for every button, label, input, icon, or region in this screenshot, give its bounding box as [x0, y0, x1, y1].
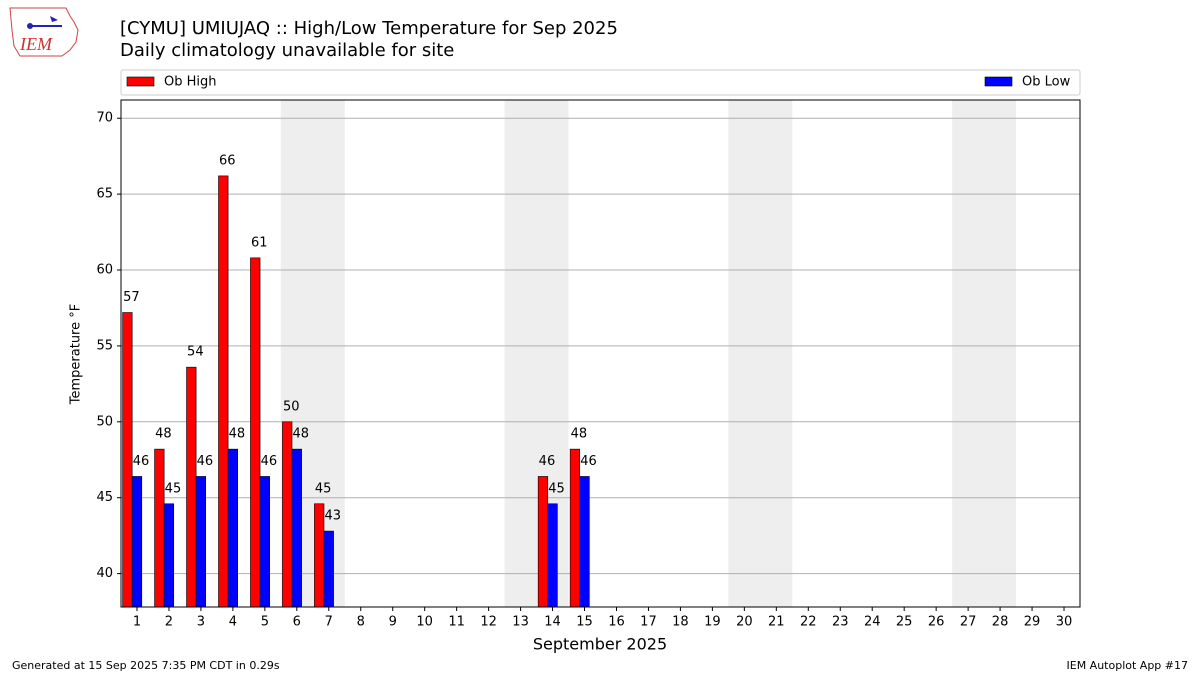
y-tick-label: 65: [96, 187, 113, 202]
chart-subtitle: Daily climatology unavailable for site: [120, 40, 454, 61]
value-label: 61: [251, 235, 268, 250]
x-tick-label: 20: [736, 615, 753, 630]
bar: [250, 257, 261, 608]
x-tick-label: 9: [389, 615, 397, 630]
bar: [569, 448, 581, 608]
x-tick-label: 12: [480, 615, 497, 630]
x-tick-label: 30: [1056, 615, 1073, 630]
bar: [186, 366, 197, 608]
bar: [537, 476, 549, 608]
bar: [195, 476, 207, 608]
footer-left: Generated at 15 Sep 2025 7:35 PM CDT in …: [12, 659, 280, 672]
x-tick-label: 7: [325, 615, 333, 630]
bar: [227, 448, 238, 608]
bar: [323, 530, 334, 608]
logo: IEM: [9, 7, 79, 57]
value-label: 66: [219, 153, 236, 168]
x-tick-label: 18: [672, 615, 689, 630]
legend-swatch: [984, 76, 1013, 87]
bar: [579, 476, 590, 608]
y-tick-label: 70: [96, 111, 113, 126]
value-label: 54: [187, 345, 204, 360]
value-label: 48: [155, 427, 172, 442]
value-label: 46: [133, 454, 150, 469]
plot-frame: [120, 99, 1081, 608]
chart-title: [CYMU] UMIUJAQ :: High/Low Temperature f…: [120, 18, 618, 39]
value-label: 46: [197, 454, 214, 469]
value-label: 43: [325, 509, 342, 524]
footer-right: IEM Autoplot App #17: [1067, 659, 1189, 672]
weekend-shade: [728, 100, 793, 607]
value-label: 48: [293, 427, 310, 442]
x-tick-label: 8: [357, 615, 365, 630]
bar: [282, 421, 293, 608]
x-tick-label: 6: [293, 615, 301, 630]
value-label: 45: [165, 481, 182, 496]
x-tick-label: 29: [1024, 615, 1041, 630]
x-tick-label: 10: [416, 615, 433, 630]
bar: [314, 503, 325, 608]
value-label: 50: [283, 399, 300, 414]
bar: [163, 503, 175, 608]
value-label: 46: [539, 454, 556, 469]
bar: [291, 448, 302, 608]
x-tick-label: 5: [261, 615, 269, 630]
value-label: 46: [580, 454, 597, 469]
x-tick-label: 15: [576, 615, 593, 630]
x-axis-label: September 2025: [533, 635, 667, 654]
x-tick-label: 2: [165, 615, 173, 630]
x-tick-label: 13: [512, 615, 529, 630]
x-tick-label: 11: [448, 615, 465, 630]
value-label: 57: [123, 290, 140, 305]
value-label: 48: [571, 427, 588, 442]
y-tick-label: 55: [96, 338, 113, 353]
weekend-shade: [952, 100, 1017, 607]
value-label: 48: [229, 427, 246, 442]
logo-text: IEM: [19, 34, 53, 54]
x-tick-label: 19: [704, 615, 721, 630]
x-tick-label: 16: [608, 615, 625, 630]
value-label: 46: [261, 454, 278, 469]
bar: [154, 448, 165, 608]
value-label: 45: [548, 481, 565, 496]
x-tick-label: 23: [832, 615, 849, 630]
y-tick-label: 60: [96, 263, 113, 278]
legend-swatch: [126, 76, 155, 87]
legend-label: Ob Low: [1022, 75, 1071, 90]
x-tick-label: 1: [133, 615, 141, 630]
bar: [131, 476, 143, 608]
value-label: 45: [315, 481, 332, 496]
weekend-shade: [504, 100, 569, 607]
x-tick-label: 24: [864, 615, 881, 630]
x-tick-label: 25: [896, 615, 913, 630]
y-tick-label: 50: [96, 414, 113, 429]
x-tick-label: 27: [960, 615, 977, 630]
x-tick-label: 26: [928, 615, 945, 630]
bar: [122, 312, 133, 608]
y-axis-label: Temperature °F: [69, 304, 84, 405]
x-tick-label: 22: [800, 615, 817, 630]
x-tick-label: 3: [197, 615, 205, 630]
legend-label: Ob High: [164, 75, 217, 90]
x-tick-label: 14: [544, 615, 561, 630]
bar: [218, 175, 229, 608]
y-tick-label: 40: [96, 566, 113, 581]
x-tick-label: 17: [640, 615, 657, 630]
x-tick-label: 21: [768, 615, 785, 630]
bar: [547, 503, 558, 608]
x-tick-label: 28: [992, 615, 1009, 630]
y-tick-label: 45: [96, 490, 113, 505]
legend: [120, 69, 1081, 96]
x-tick-label: 4: [229, 615, 237, 630]
bar: [259, 476, 270, 608]
